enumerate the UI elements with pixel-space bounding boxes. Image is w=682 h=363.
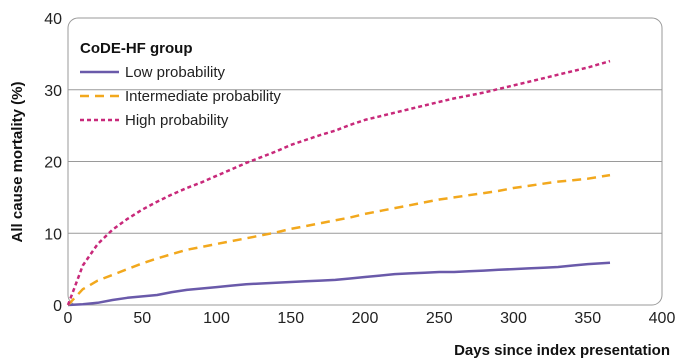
x-axis-title: Days since index presentation: [454, 342, 670, 359]
y-tick-labels: 0 10 20 30 40: [44, 11, 62, 315]
legend-label-3: High probability: [125, 112, 229, 129]
series-line-3: [66, 59, 611, 306]
y-tick-label: 30: [44, 83, 62, 100]
x-tick-label: 100: [203, 310, 230, 327]
x-tick-label: 150: [277, 310, 304, 327]
x-tick-label: 400: [649, 310, 676, 327]
x-tick-label: 50: [133, 310, 151, 327]
x-tick-label: 250: [426, 310, 453, 327]
y-tick-label: 10: [44, 226, 62, 243]
x-tick-label: 300: [500, 310, 527, 327]
x-tick-label: 350: [574, 310, 601, 327]
x-tick-labels: 0 50 100 150 200 250 300 350 400: [64, 310, 676, 327]
gridlines: [68, 89, 662, 234]
y-tick-label: 20: [44, 155, 62, 172]
legend-title: CoDE-HF group: [80, 40, 192, 57]
x-tick-label: 0: [64, 310, 73, 327]
legend-label-1: Low probability: [125, 64, 226, 81]
y-tick-label: 0: [53, 298, 62, 315]
legend-label-2: Intermediate probability: [125, 88, 281, 105]
x-tick-label: 200: [352, 310, 379, 327]
legend: CoDE-HF group Low probability Intermediat…: [80, 40, 281, 129]
y-axis-title: All cause mortality (%): [9, 82, 26, 243]
series-layer: [66, 59, 611, 307]
series-line-1: [67, 261, 611, 307]
series-line-2: [67, 173, 611, 306]
y-tick-label: 40: [44, 11, 62, 28]
